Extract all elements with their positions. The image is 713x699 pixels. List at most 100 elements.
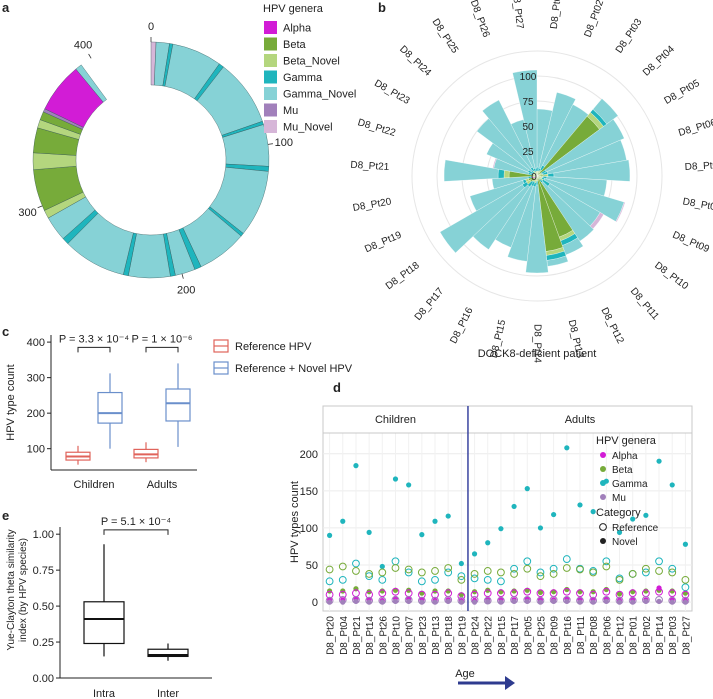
d-point-gamma-reference-d8-pt16-18 xyxy=(562,555,571,563)
legend-a-label-gamma-novel: Gamma_Novel xyxy=(283,89,356,101)
d-point-gamma-novel-d8-pt21-2 xyxy=(353,463,359,469)
d-point-beta-reference-d8-pt10-5 xyxy=(391,564,400,572)
d-x-label-d8-pt21-2: D8_Pt21 xyxy=(352,616,363,655)
d-point-beta-novel-d8-pt06-21 xyxy=(603,586,609,593)
d-point-mu-novel-d8-pt07-6 xyxy=(406,598,412,604)
d-x-label-d8-pt02-24: D8_Pt02 xyxy=(642,616,653,655)
d-point-beta-reference-d8-pt09-17 xyxy=(549,570,558,578)
d-legend-category-label-novel: Novel xyxy=(612,537,638,548)
c-pvalue-label-adults: P = 1 × 10⁻⁶ xyxy=(132,333,193,345)
d-point-mu-novel-d8-pt08-20 xyxy=(590,599,596,605)
d-point-gamma-novel-d8-pt14-25 xyxy=(656,458,662,464)
d-point-beta-novel-d8-pt17-14 xyxy=(511,588,517,594)
d-point-beta-novel-d8-pt03-26 xyxy=(669,588,675,594)
d-point-gamma-novel-d8-pt17-14 xyxy=(511,503,517,510)
d-point-gamma-reference-d8-pt04-1 xyxy=(338,575,347,584)
radial-bar-d8-pt27-gamma-novel xyxy=(512,69,538,169)
d-point-gamma-novel-d8-pt25-16 xyxy=(537,525,544,531)
legend-a-swatch-gamma-novel xyxy=(264,87,277,100)
d-x-label-d8-pt14-25: D8_Pt14 xyxy=(655,616,666,655)
d-point-gamma-reference-d8-pt15-13 xyxy=(497,577,505,586)
d-point-gamma-reference-d8-pt17-14 xyxy=(510,564,518,573)
radial-category-label-d8-pt10: D8_Pt10 xyxy=(652,260,690,292)
donut-tick-label-200: 200 xyxy=(177,284,195,296)
donut-tick-label-400: 400 xyxy=(74,40,92,52)
legend-a-label-mu: Mu xyxy=(283,105,298,117)
radial-bar-d8-pt21-gamma xyxy=(497,169,505,179)
radial-category-label-d8-pt06: D8_Pt06 xyxy=(677,117,713,139)
d-point-alpha-reference-d8-pt16-18 xyxy=(562,587,571,596)
d-point-beta-reference-d8-pt20-0 xyxy=(325,565,334,574)
d-x-label-d8-pt05-15: D8_Pt05 xyxy=(523,616,534,655)
panel-e-ylabel-line1: Yue-Clayton theta similarity xyxy=(6,529,17,650)
c-legend-label-reference-novel-hpv: Reference + Novel HPV xyxy=(235,363,353,375)
d-x-label-d8-pt03-26: D8_Pt03 xyxy=(668,616,679,655)
panel-label-d: d xyxy=(333,380,341,395)
radial-category-label-d8-pt04: D8_Pt04 xyxy=(641,44,677,79)
d-point-mu-novel-d8-pt21-2 xyxy=(353,598,359,604)
d-point-beta-reference-d8-pt26-4 xyxy=(378,568,387,577)
d-point-beta-reference-d8-pt06-21 xyxy=(602,562,611,571)
d-group-label-children: Children xyxy=(375,414,416,426)
d-point-gamma-novel-d8-pt26-4 xyxy=(379,563,385,570)
d-point-mu-novel-d8-pt04-1 xyxy=(340,599,346,605)
donut-tick-mark-100 xyxy=(267,143,273,145)
d-point-mu-novel-d8-pt16-18 xyxy=(564,598,570,604)
radial-tick-label-100: 100 xyxy=(520,72,537,83)
d-point-gamma-novel-d8-pt14-3 xyxy=(366,529,372,535)
radial-category-label-d8-pt23: D8_Pt23 xyxy=(372,78,412,107)
donut-tick-label-300: 300 xyxy=(18,207,36,219)
legend-a-title: HPV genera xyxy=(263,3,324,15)
d-point-beta-reference-d8-pt18-9 xyxy=(444,564,453,572)
d-x-label-d8-pt08-20: D8_Pt08 xyxy=(589,616,600,655)
legend-a-swatch-gamma xyxy=(264,70,277,84)
c-pvalue-label-children: P = 3.3 × 10⁻⁴ xyxy=(59,333,130,345)
d-point-beta-novel-d8-pt26-4 xyxy=(379,588,385,594)
d-point-beta-reference-d8-pt07-6 xyxy=(404,565,413,574)
d-plot-area xyxy=(322,432,693,612)
c-y-tick-label-400: 400 xyxy=(27,337,45,349)
d-point-alpha-reference-d8-pt15-13 xyxy=(497,589,505,598)
d-point-alpha-reference-d8-pt03-26 xyxy=(668,589,677,598)
d-point-beta-reference-d8-pt27-27 xyxy=(681,575,690,584)
d-point-gamma-reference-d8-pt19-10 xyxy=(457,572,466,581)
d-point-mu-novel-d8-pt02-24 xyxy=(643,598,649,604)
d-point-beta-reference-d8-pt04-1 xyxy=(338,562,347,571)
d-point-beta-novel-d8-pt16-18 xyxy=(564,586,570,593)
d-x-label-d8-pt23-7: D8_Pt23 xyxy=(418,616,429,655)
d-strip-header xyxy=(322,405,693,434)
d-point-gamma-reference-d8-pt22-12 xyxy=(483,575,492,584)
d-point-mu-novel-d8-pt01-23 xyxy=(630,599,636,605)
d-point-beta-novel-d8-pt25-16 xyxy=(537,589,544,596)
c-ylabel: HPV type count xyxy=(5,364,17,440)
d-x-label-d8-pt09-17: D8_Pt09 xyxy=(550,616,561,655)
d-point-gamma-reference-d8-pt06-21 xyxy=(602,557,611,566)
d-point-gamma-novel-d8-pt02-24 xyxy=(643,512,649,518)
radial-category-label-d8-pt11: D8_Pt11 xyxy=(628,286,661,323)
d-point-alpha-reference-d8-pt05-15 xyxy=(523,587,532,596)
panel-label-e: e xyxy=(2,508,9,523)
e-y-tick-label-3: 0.75 xyxy=(33,565,54,577)
d-point-mu-novel-d8-pt12-22 xyxy=(616,599,623,605)
d-legend-genera-label-alpha: Alpha xyxy=(612,451,638,462)
d-point-gamma-novel-d8-pt05-15 xyxy=(524,486,530,492)
radial-bar-d8-pt21-beta-novel xyxy=(503,170,510,179)
e-y-tick-label-1: 0.25 xyxy=(33,637,54,649)
radial-category-label-d8-pt24: D8_Pt24 xyxy=(397,44,433,79)
panel-label-b: b xyxy=(378,0,386,15)
d-point-gamma-reference-d8-pt23-7 xyxy=(417,577,426,586)
d-legend-genera-dot-mu xyxy=(600,494,606,500)
d-point-mu-novel-d8-pt14-3 xyxy=(366,599,372,605)
d-point-beta-reference-d8-pt13-8 xyxy=(431,567,439,575)
radial-category-label-d8-pt26: D8_Pt26 xyxy=(468,0,492,39)
d-x-label-d8-pt15-13: D8_Pt15 xyxy=(497,616,508,655)
legend-a-swatch-mu xyxy=(264,103,277,117)
d-point-beta-reference-d8-pt11-19 xyxy=(576,565,584,574)
radial-tick-label-75: 75 xyxy=(522,97,534,108)
c-x-label-adults: Adults xyxy=(147,479,178,491)
radial-category-label-d8-pt18: D8_Pt18 xyxy=(384,260,422,292)
d-point-beta-reference-d8-pt03-26 xyxy=(668,568,677,577)
d-point-beta-reference-d8-pt12-22 xyxy=(615,575,624,584)
d-point-gamma-reference-d8-pt14-3 xyxy=(365,572,374,581)
